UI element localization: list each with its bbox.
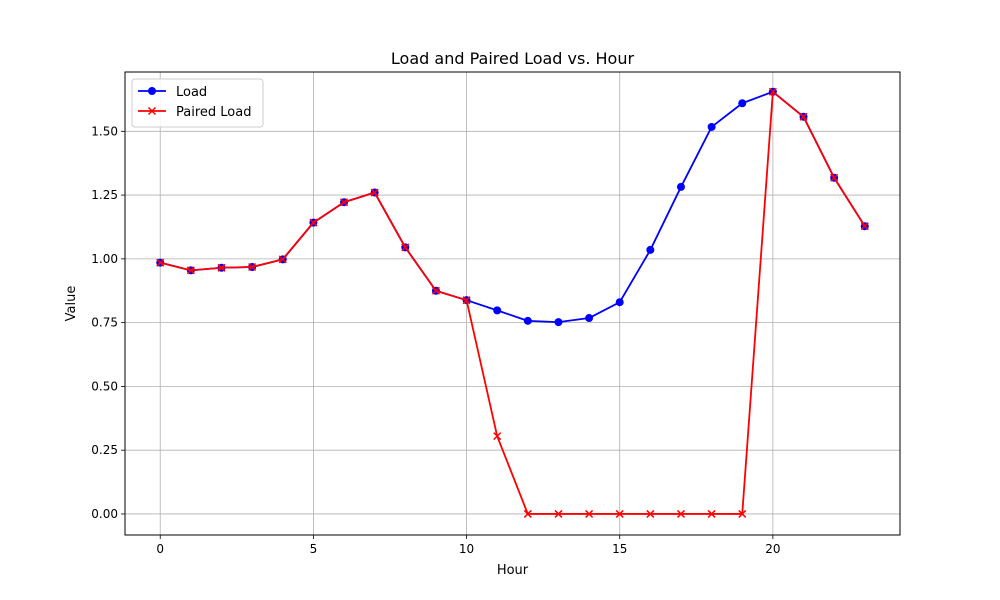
data-point (707, 122, 716, 131)
data-point (248, 262, 257, 272)
legend-entry: Load (138, 85, 207, 100)
data-point (217, 263, 226, 272)
y-axis-label: Value (64, 286, 79, 322)
data-point (554, 318, 563, 327)
data-point (401, 243, 410, 252)
data-point (278, 255, 287, 264)
x-axis-label: Hour (497, 563, 529, 578)
plot-area-frame (124, 71, 901, 536)
data-point (738, 99, 747, 108)
y-tick-label: 1.50 (91, 124, 118, 138)
legend-label: Paired Load (176, 105, 251, 120)
data-point (615, 298, 624, 307)
y-tick-label: 0.00 (91, 507, 118, 521)
data-point (646, 509, 655, 518)
data-point (707, 509, 716, 518)
series-1 (156, 87, 869, 518)
data-point (799, 112, 808, 121)
legend-marker (147, 106, 157, 116)
data-point (156, 258, 165, 267)
x-tick-label: 20 (765, 542, 780, 556)
data-point (615, 509, 624, 518)
x-tick-label: 5 (310, 542, 318, 556)
x-tick-label: 0 (156, 542, 164, 556)
data-point (646, 245, 655, 254)
data-point (493, 306, 502, 315)
legend-entry: Paired Load (138, 105, 251, 120)
y-tick-label: 1.25 (91, 188, 118, 202)
data-point (370, 188, 379, 197)
y-tick-label: 1.00 (91, 252, 118, 266)
legend: Load Paired Load (131, 78, 264, 128)
data-point (830, 173, 839, 182)
data-point (738, 509, 747, 518)
x-tick-label: 15 (612, 542, 627, 556)
data-point (585, 509, 594, 518)
data-point (339, 198, 349, 207)
data-point (554, 509, 563, 518)
data-point (186, 266, 195, 275)
axis-ticks: 0 5 10 15 20 0.00 0.25 0.50 0.75 1.00 1.25 1.50 (91, 124, 780, 556)
legend-marker (148, 87, 156, 95)
chart-title: Load and Paired Load vs. Hour (391, 49, 635, 68)
data-point (462, 296, 471, 305)
y-tick-label: 0.75 (91, 316, 118, 330)
series-layer (156, 87, 869, 518)
data-point (676, 182, 685, 191)
x-tick-label: 10 (459, 542, 474, 556)
data-point (860, 222, 869, 231)
data-point (523, 509, 532, 518)
data-point (676, 509, 686, 518)
data-point (585, 314, 594, 323)
data-point (309, 218, 318, 227)
data-point (523, 316, 532, 325)
data-point (431, 286, 440, 295)
y-tick-label: 0.25 (91, 443, 118, 457)
legend-label: Load (176, 85, 207, 100)
data-point (768, 87, 777, 96)
data-point (493, 432, 502, 441)
y-tick-label: 0.50 (91, 379, 118, 393)
series-line (160, 90, 866, 515)
